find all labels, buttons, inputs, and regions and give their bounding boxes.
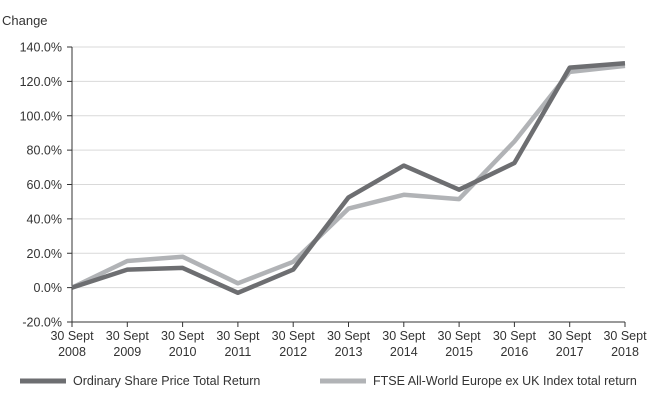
x-tick-label: 30 Sept 2008 — [50, 329, 94, 359]
series-lines — [71, 61, 626, 296]
legend-label: FTSE All-World Europe ex UK Index total … — [373, 374, 637, 388]
y-tick-label: 80.0% — [27, 144, 62, 158]
x-tick-label: 30 Sept 2009 — [106, 329, 150, 359]
y-tick-label: 60.0% — [27, 178, 62, 192]
y-tick-label: 120.0% — [20, 75, 62, 89]
y-tick-label: 140.0% — [20, 41, 62, 55]
y-tick-labels: -20.0% 0.0% 20.0% 40.0% 60.0% 80.0% 100.0% 120.… — [20, 41, 62, 330]
axes — [67, 46, 626, 327]
series-line-2 — [71, 63, 626, 290]
x-tick-label: 30 Sept 2015 — [438, 329, 482, 359]
y-tick-label: 0.0% — [34, 281, 63, 295]
y-axis-label: Change — [2, 13, 48, 28]
x-tick-label: 30 Sept 2010 — [161, 329, 205, 359]
x-tick-labels: 30 Sept 2008 30 Sept 2009 30 Sept 2010 30 Sept… — [50, 329, 647, 359]
y-tick-label: 100.0% — [20, 109, 62, 123]
y-tick-label: 40.0% — [27, 212, 62, 226]
legend: Ordinary Share Price Total Return FTSE Al… — [20, 374, 637, 388]
gridlines — [72, 46, 625, 289]
series-line-1 — [71, 61, 626, 296]
y-tick-label: 20.0% — [27, 247, 62, 261]
x-tick-label: 30 Sept 2011 — [216, 329, 260, 359]
legend-label: Ordinary Share Price Total Return — [73, 374, 260, 388]
x-tick-label: 30 Sept 2012 — [272, 329, 316, 359]
x-tick-label: 30 Sept 2014 — [382, 329, 426, 359]
x-tick-label: 30 Sept 2013 — [327, 329, 371, 359]
x-tick-label: 30 Sept 2018 — [603, 329, 647, 359]
x-tick-label: 30 Sept 2016 — [493, 329, 537, 359]
x-tick-label: 30 Sept 2017 — [548, 329, 592, 359]
y-tick-label: -20.0% — [22, 316, 62, 330]
